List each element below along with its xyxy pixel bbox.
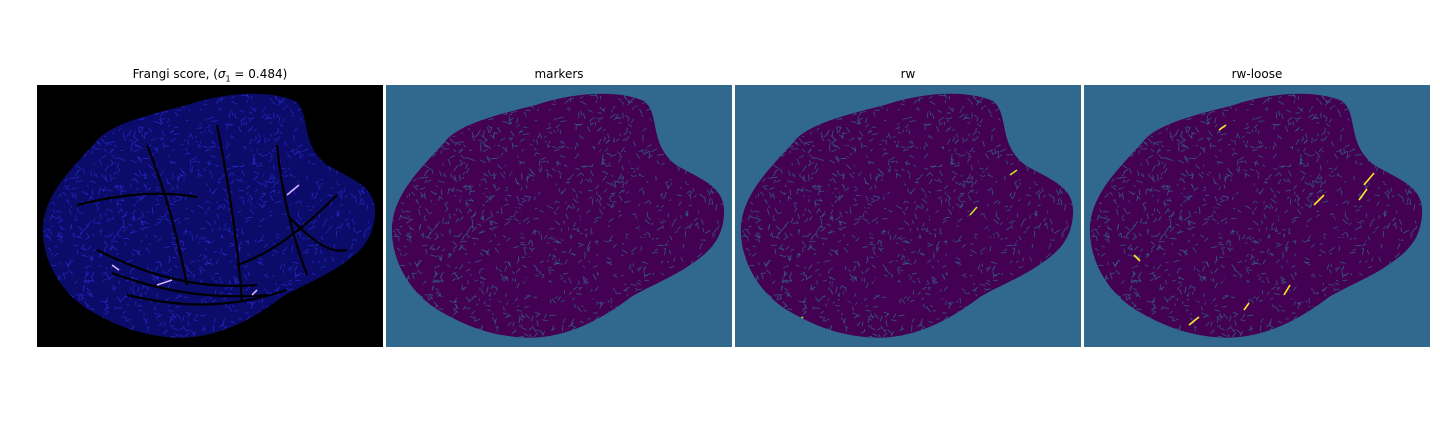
highlight-streak (1313, 194, 1325, 206)
vessel-line (145, 144, 189, 286)
panel-title-frangi: Frangi score, (σ1 = 0.484) (132, 67, 288, 84)
vessel-line (76, 192, 198, 207)
vessel-line (809, 271, 966, 298)
vessel-line (1262, 124, 1291, 301)
vessel-line (286, 214, 348, 252)
vessel-line (635, 214, 697, 252)
vessel-line (445, 249, 607, 288)
tissue-region (1089, 93, 1423, 338)
vessel-line (460, 271, 617, 298)
highlight-streak (1009, 169, 1018, 176)
tissue-region (740, 93, 1074, 338)
markers-image (386, 85, 732, 347)
highlight-streak (156, 279, 173, 286)
highlight-streak (286, 184, 300, 196)
vessel-line (973, 144, 1007, 276)
tissue-region (42, 93, 376, 338)
panel-svg (37, 85, 383, 347)
highlight-streak (1283, 284, 1291, 296)
vessel-line (111, 271, 268, 298)
panel-title-rw: rw (900, 67, 916, 81)
vessel-line (564, 124, 593, 301)
vessel-line (1283, 194, 1385, 267)
vessel-line (1158, 271, 1315, 298)
vessel-line (824, 288, 986, 306)
highlight-streak (1218, 124, 1227, 131)
highlight-streak (969, 206, 978, 216)
vessel-line (843, 144, 887, 286)
highlight-streak (1243, 302, 1250, 311)
vessel-line (585, 194, 687, 267)
vessel-line (913, 124, 942, 301)
panel-title-markers: markers (534, 67, 584, 81)
vessel-line (774, 192, 896, 207)
vessel-line (1192, 144, 1236, 286)
vessel-line (624, 144, 658, 276)
highlight-streak (1188, 316, 1200, 326)
vessel-line (934, 194, 1036, 267)
panel-title-rw-loose: rw-loose (1231, 67, 1283, 81)
vessel-line (1322, 144, 1356, 276)
vessel-line (275, 144, 309, 276)
vessel-line (126, 288, 288, 306)
vessel-line (794, 249, 956, 288)
vessel-line (494, 144, 538, 286)
vessel-line (1333, 214, 1395, 252)
vessel-line (984, 214, 1046, 252)
vessel-line (1123, 192, 1245, 207)
frangi-score-image (37, 85, 383, 347)
tissue-region (391, 93, 725, 338)
vessel-line (1173, 288, 1335, 306)
vessel-line (475, 288, 637, 306)
highlight-streak (251, 289, 258, 296)
vessel-line (425, 192, 547, 207)
rw-image (735, 85, 1081, 347)
highlight-streak (1358, 188, 1368, 201)
vessel-line (236, 194, 338, 267)
vessel-line (215, 124, 244, 301)
panel-svg (1084, 85, 1430, 347)
vessel-line (96, 249, 258, 288)
rw-loose-image (1084, 85, 1430, 347)
highlight-streak (1363, 172, 1375, 186)
panel-svg (735, 85, 1081, 347)
vessel-line (1143, 249, 1305, 288)
highlight-streak (111, 264, 120, 271)
panel-svg (386, 85, 732, 347)
highlight-streak (1133, 254, 1141, 262)
